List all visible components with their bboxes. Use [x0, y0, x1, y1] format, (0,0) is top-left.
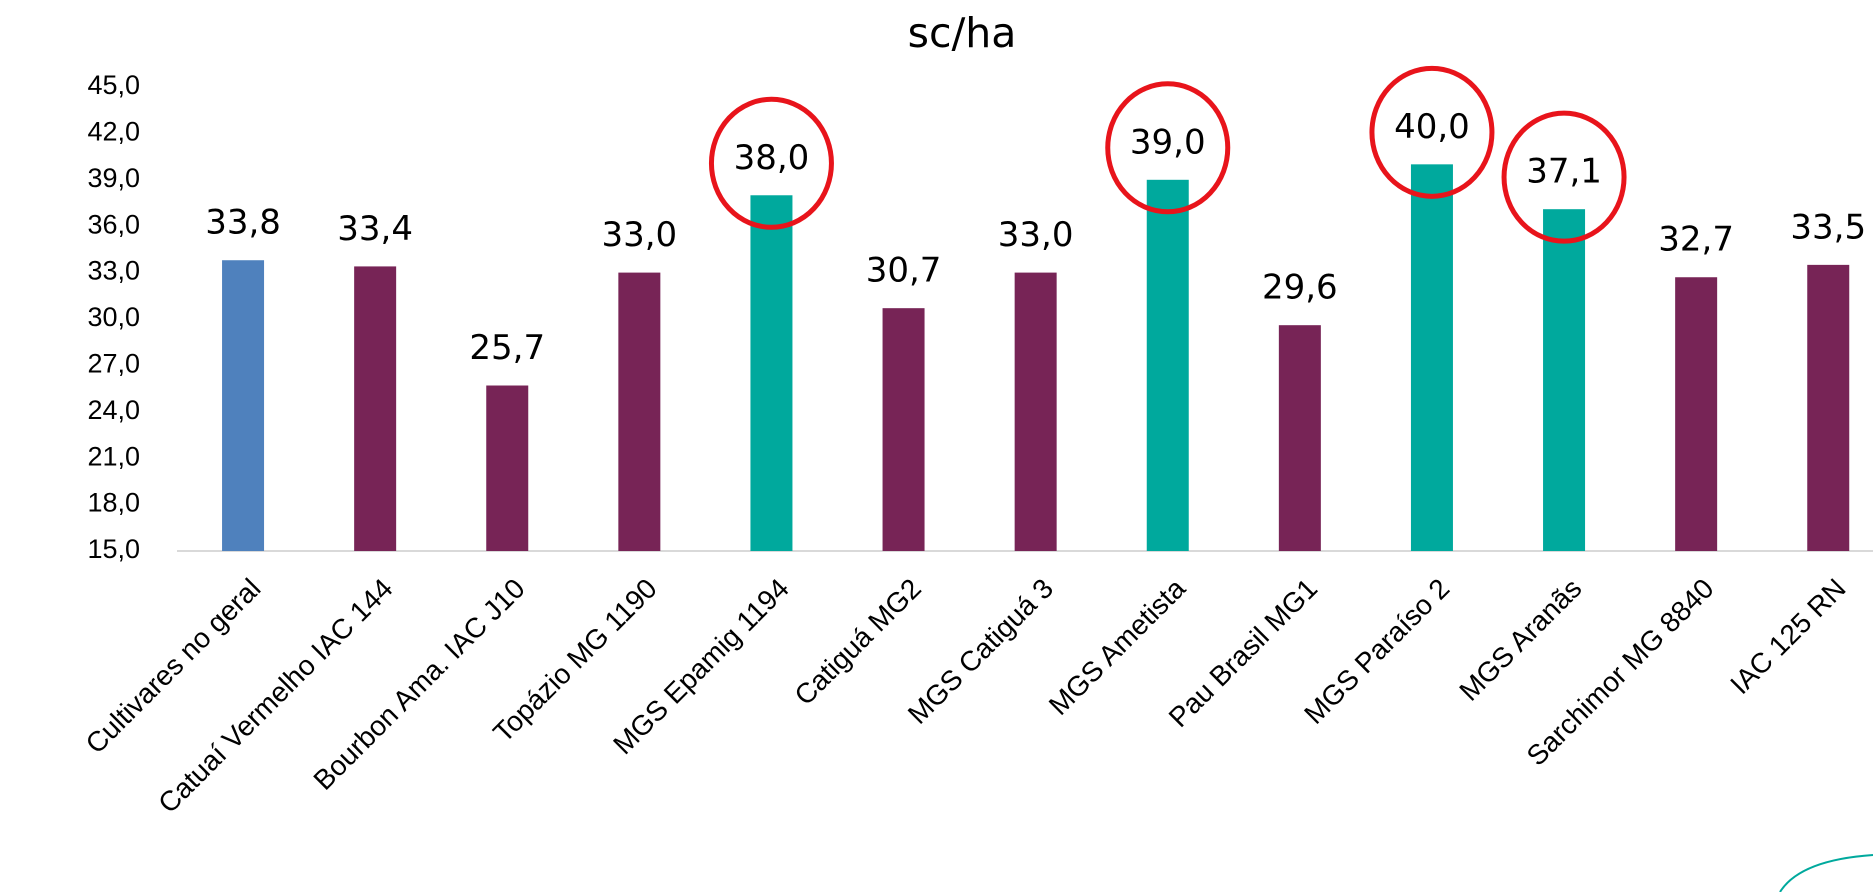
y-tick-label: 18,0 — [87, 488, 140, 518]
y-tick-label: 45,0 — [87, 70, 140, 100]
bar — [354, 266, 397, 551]
decoration — [1779, 854, 1873, 892]
data-label: 33,0 — [601, 215, 677, 255]
bar — [618, 272, 661, 551]
bar — [486, 385, 529, 551]
data-label: 33,0 — [998, 215, 1074, 255]
bar — [222, 260, 265, 551]
data-label: 33,4 — [337, 209, 413, 249]
highlight-circle — [708, 96, 834, 230]
data-label: 37,1 — [1526, 152, 1602, 192]
y-tick-label: 15,0 — [87, 534, 140, 564]
data-label: 38,0 — [734, 138, 810, 178]
y-tick-label: 39,0 — [87, 163, 140, 193]
data-label: 40,0 — [1394, 107, 1470, 147]
x-tick-label: Catuaí Vermelho IAC 144 — [152, 573, 398, 819]
data-label: 33,8 — [205, 203, 281, 243]
data-label: 29,6 — [1262, 268, 1338, 308]
y-tick-label: 42,0 — [87, 117, 140, 147]
data-label: 33,5 — [1790, 207, 1866, 247]
y-tick-label: 30,0 — [87, 302, 140, 332]
highlight-circle — [1105, 81, 1231, 215]
y-tick-label: 36,0 — [87, 209, 140, 239]
data-label: 25,7 — [469, 328, 545, 368]
x-tick-label: MGS Paraíso 2 — [1298, 573, 1455, 730]
bar — [750, 195, 793, 551]
bar — [1146, 179, 1189, 552]
bar — [1675, 277, 1718, 551]
x-tick-label: Catiguá MG2 — [788, 573, 927, 712]
y-tick-label: 27,0 — [87, 349, 140, 379]
x-tick-label: MGS Aranãs — [1453, 573, 1587, 707]
bar — [882, 308, 925, 551]
x-tick-label: IAC 125 RN — [1724, 573, 1852, 701]
data-label: 30,7 — [866, 251, 942, 291]
y-tick-label: 24,0 — [87, 395, 140, 425]
bar — [1014, 272, 1057, 551]
data-label: 39,0 — [1130, 122, 1206, 162]
bar — [1278, 325, 1321, 551]
bar — [1410, 164, 1453, 552]
bar — [1543, 209, 1586, 552]
highlight-circle — [1501, 110, 1627, 244]
highlight-circle — [1369, 65, 1495, 199]
bar — [1807, 264, 1850, 551]
chart-title: sc/ha — [908, 9, 1017, 57]
data-label: 32,7 — [1658, 220, 1734, 260]
x-tick-label: MGS Ametista — [1043, 572, 1192, 721]
y-tick-label: 33,0 — [87, 256, 140, 286]
x-tick-label: MGS Catiguá 3 — [902, 573, 1059, 730]
y-tick-label: 21,0 — [87, 441, 140, 471]
x-tick-label: Bourbon Ama. IAC J10 — [307, 573, 530, 796]
